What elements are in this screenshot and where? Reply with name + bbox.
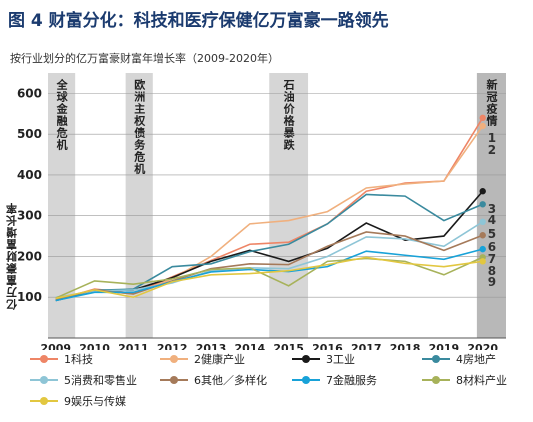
series-end-label: 7 — [488, 252, 496, 266]
series-line — [55, 231, 484, 301]
series-end-label: 2 — [488, 143, 496, 157]
y-axis-label: 亿万富豪财富增长率 — [5, 202, 19, 311]
legend-item: 5消费和零售业 — [30, 373, 137, 387]
legend-label: 2健康产业 — [194, 353, 245, 366]
event-band — [48, 73, 76, 338]
chart-title: 图 4 财富分化：科技和医疗保健亿万富豪一路领先 — [8, 11, 389, 31]
series-end-point — [479, 114, 486, 122]
series-end-label: 9 — [488, 275, 496, 289]
series-end-point — [479, 218, 486, 226]
legend-item: 9娱乐与传媒 — [30, 394, 126, 408]
legend-label: 3工业 — [326, 353, 355, 366]
legend-swatch — [160, 355, 188, 363]
series-end-point — [479, 232, 486, 239]
event-band-label: 欧洲主权债务危机 — [133, 78, 147, 175]
legend-swatch — [292, 376, 320, 384]
legend-swatch — [30, 355, 58, 363]
legend-label: 1科技 — [64, 353, 93, 366]
x-tick-label: 2009 — [40, 342, 71, 350]
legend-label: 4房地产 — [456, 353, 496, 366]
y-tick-label: 400 — [17, 168, 42, 182]
legend-item: 4房地产 — [422, 352, 496, 366]
series-end-label: 1 — [488, 131, 496, 145]
x-tick-label: 2018 — [390, 342, 421, 350]
series-end-label: 8 — [488, 264, 496, 278]
x-tick-label: 2016 — [312, 342, 343, 350]
legend-label: 8材料产业 — [456, 374, 507, 387]
x-tick-label: 2011 — [118, 342, 149, 350]
event-band — [269, 73, 309, 338]
series-line — [55, 221, 484, 299]
legend-swatch — [30, 376, 58, 384]
series-end-point — [479, 188, 486, 195]
event-band-label: 全球金融危机 — [55, 78, 69, 151]
x-tick-label: 2014 — [235, 342, 266, 350]
x-tick-label: 2019 — [429, 342, 460, 350]
y-tick-label: 300 — [17, 209, 42, 223]
legend-label: 7金融服务 — [326, 374, 377, 387]
legend-label: 6其他／多样化 — [194, 374, 267, 387]
line-chart: 全球金融危机 欧洲主权债务危机 石油价格暴跌 新冠疫情 100 200 300 400 500 6… — [5, 73, 506, 350]
series-end-point — [479, 258, 486, 265]
event-band-label: 新冠疫情 — [485, 78, 498, 127]
y-tick-label: 500 — [17, 127, 42, 141]
series-line — [55, 248, 483, 302]
legend-item: 6其他／多样化 — [160, 373, 267, 387]
series-line — [55, 193, 484, 302]
legend-swatch — [292, 355, 320, 363]
series-end-label: 4 — [488, 213, 496, 227]
y-tick-label: 600 — [17, 86, 42, 100]
x-tick-label: 2013 — [196, 342, 227, 350]
series-end-label: 6 — [488, 240, 496, 254]
legend-item: 2健康产业 — [160, 352, 245, 366]
x-tick-label: 2015 — [273, 342, 304, 350]
legend-swatch — [160, 376, 188, 384]
legend-swatch — [422, 355, 450, 363]
series-end-point — [479, 201, 486, 208]
y-tick-label: 100 — [17, 290, 42, 304]
legend-item: 3工业 — [292, 352, 355, 366]
legend-label: 5消费和零售业 — [64, 374, 137, 387]
x-tick-label: 2010 — [79, 342, 110, 350]
y-tick-label: 200 — [17, 249, 42, 263]
legend-item: 8材料产业 — [422, 373, 507, 387]
chart-subtitle: 按行业划分的亿万富豪财富年增长率（2009-2020年） — [10, 52, 279, 65]
legend-item: 7金融服务 — [292, 373, 377, 387]
x-tick-label: 2020 — [467, 342, 498, 350]
x-tick-label: 2012 — [157, 342, 188, 350]
series-end-point — [479, 245, 486, 253]
x-tick-label: 2017 — [351, 342, 382, 350]
legend-swatch — [30, 397, 58, 405]
legend-label: 9娱乐与传媒 — [64, 395, 126, 408]
series-end-label: 5 — [488, 227, 496, 241]
legend-item: 1科技 — [30, 352, 93, 366]
series-end-point — [479, 122, 486, 130]
series-line — [55, 256, 483, 300]
event-band-label: 石油价格暴跌 — [282, 79, 296, 151]
legend-swatch — [422, 376, 450, 384]
series-end-label: 3 — [488, 202, 496, 216]
